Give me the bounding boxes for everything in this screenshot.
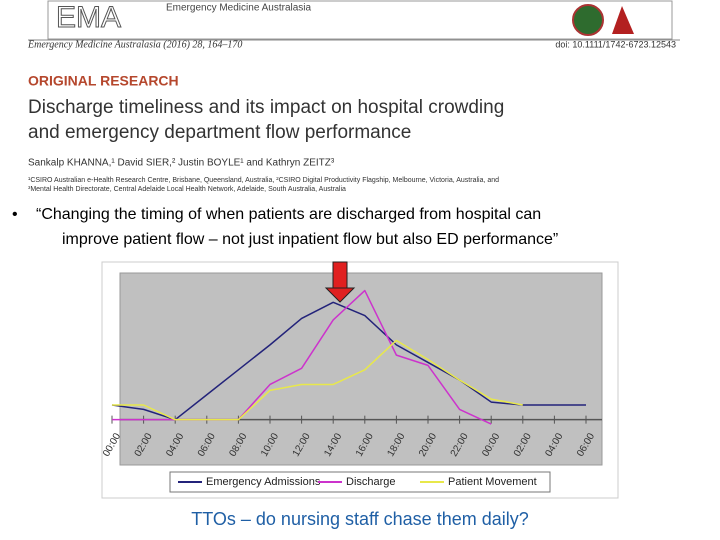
caption: TTOs – do nursing staff chase them daily… <box>191 509 529 529</box>
legend-label: Discharge <box>346 476 396 488</box>
series-line <box>112 339 523 421</box>
banner <box>47 0 673 40</box>
paper-title: Discharge timeliness and its impact on h… <box>28 97 504 118</box>
arrow <box>332 261 348 289</box>
affiliation: ³Mental Health Directorate, Central Adel… <box>28 186 346 193</box>
quote: “Changing the timing of when patients ar… <box>36 206 541 223</box>
doi: doi: 10.1111/1742-6723.12543 <box>555 39 676 49</box>
authors: Sankalp KHANNA,¹ David SIER,² Justin BOY… <box>28 158 335 169</box>
bullet: • <box>12 206 18 223</box>
legend-label: Emergency Admissions <box>206 476 321 488</box>
emblem <box>612 6 634 34</box>
logo: EMA <box>56 1 121 34</box>
series-line <box>111 301 586 421</box>
paper-title: and emergency department flow performanc… <box>28 122 411 143</box>
affiliation: ¹CSIRO Australian e-Health Research Cent… <box>28 177 499 184</box>
legend-label: Patient Movement <box>448 476 537 488</box>
quote: improve patient flow – not just inpatien… <box>62 231 558 248</box>
emblem <box>572 4 604 36</box>
plot-area <box>119 272 603 466</box>
legend-box <box>169 471 551 493</box>
citation: Emergency Medicine Australasia (2016) 28… <box>27 39 242 50</box>
section-label: ORIGINAL RESEARCH <box>28 73 179 89</box>
journal-name: Emergency Medicine Australasia <box>166 3 312 14</box>
arrow <box>324 287 356 303</box>
